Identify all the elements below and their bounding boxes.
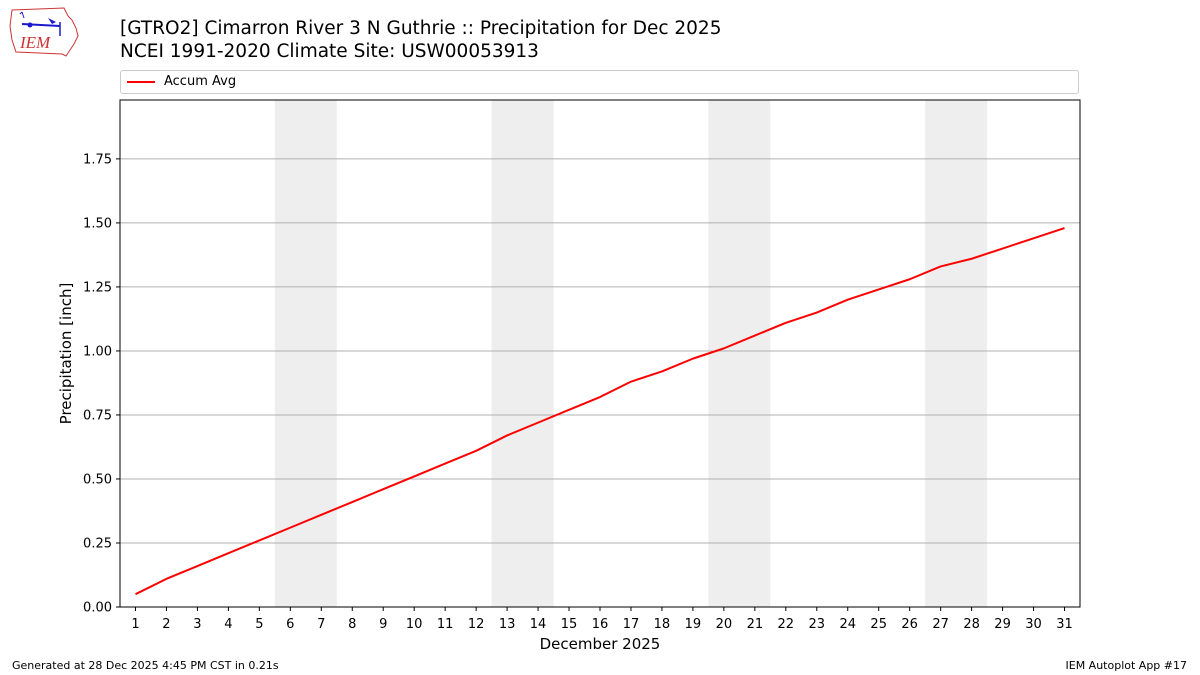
chart-legend: Accum Avg — [120, 70, 1079, 94]
x-tick-label: 8 — [348, 617, 356, 632]
x-axis-label: December 2025 — [540, 635, 661, 653]
x-tick-label: 10 — [406, 617, 423, 632]
y-tick-label: 0.00 — [83, 601, 112, 616]
weekend-band — [491, 100, 554, 607]
x-tick-label: 30 — [1025, 617, 1042, 632]
x-tick-label: 24 — [839, 617, 856, 632]
x-tick-label: 21 — [747, 617, 764, 632]
x-tick-label: 3 — [193, 617, 201, 632]
x-tick-label: 25 — [870, 617, 887, 632]
y-tick-label: 1.50 — [83, 216, 112, 231]
x-tick-label: 27 — [932, 617, 949, 632]
x-tick-label: 22 — [778, 617, 795, 632]
x-tick-label: 4 — [224, 617, 232, 632]
iem-logo: IEM — [8, 6, 80, 58]
svg-text:IEM: IEM — [19, 33, 51, 52]
x-tick-label: 16 — [592, 617, 609, 632]
chart-title-line1: [GTRO2] Cimarron River 3 N Guthrie :: Pr… — [120, 18, 722, 39]
y-tick-label: 0.25 — [83, 536, 112, 551]
x-tick-label: 28 — [963, 617, 980, 632]
x-tick-label: 14 — [530, 617, 547, 632]
x-tick-label: 23 — [809, 617, 826, 632]
footer-generated: Generated at 28 Dec 2025 4:45 PM CST in … — [12, 659, 279, 672]
x-tick-label: 29 — [994, 617, 1011, 632]
footer-app-id: IEM Autoplot App #17 — [1065, 659, 1188, 672]
y-tick-label: 1.25 — [83, 280, 112, 295]
x-tick-label: 5 — [255, 617, 263, 632]
x-tick-label: 9 — [379, 617, 387, 632]
x-tick-label: 11 — [437, 617, 454, 632]
legend-swatch-accum-avg — [127, 81, 155, 83]
x-tick-label: 17 — [623, 617, 640, 632]
x-tick-label: 15 — [561, 617, 578, 632]
weekend-band — [925, 100, 988, 607]
y-tick-label: 1.75 — [83, 152, 112, 167]
x-tick-label: 2 — [162, 617, 170, 632]
x-tick-label: 18 — [654, 617, 671, 632]
y-tick-label: 0.50 — [83, 472, 112, 487]
y-tick-label: 1.00 — [83, 344, 112, 359]
weekend-band — [274, 100, 337, 607]
x-tick-label: 13 — [499, 617, 516, 632]
plot-frame — [119, 99, 1081, 608]
weekend-band — [708, 100, 771, 607]
x-tick-label: 20 — [716, 617, 733, 632]
x-tick-label: 26 — [901, 617, 918, 632]
y-tick-label: 0.75 — [83, 408, 112, 423]
x-tick-label: 31 — [1056, 617, 1073, 632]
legend-label-accum-avg: Accum Avg — [164, 74, 237, 89]
chart-title: [GTRO2] Cimarron River 3 N Guthrie :: Pr… — [120, 17, 721, 63]
series-line-accum-avg — [135, 227, 1065, 596]
y-axis-label: Precipitation [inch] — [57, 283, 75, 425]
x-tick-label: 6 — [286, 617, 294, 632]
x-tick-label: 7 — [317, 617, 325, 632]
chart-title-line2: NCEI 1991-2020 Climate Site: USW00053913 — [120, 41, 539, 62]
x-tick-label: 12 — [468, 617, 485, 632]
x-tick-label: 1 — [131, 617, 139, 632]
x-tick-label: 19 — [685, 617, 702, 632]
